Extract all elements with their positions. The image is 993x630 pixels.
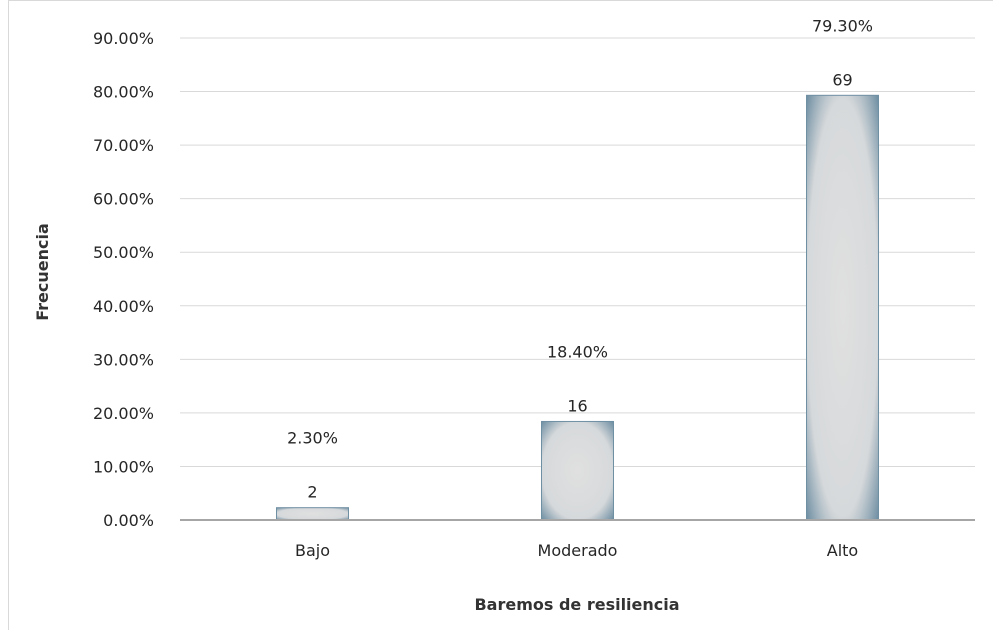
y-tick-label: 90.00% — [93, 29, 154, 48]
y-tick-label: 30.00% — [93, 350, 154, 369]
count-label: 16 — [567, 396, 587, 415]
bar — [541, 420, 614, 521]
y-tick-label: 10.00% — [93, 457, 154, 476]
bar — [276, 507, 349, 521]
x-tick-label: Moderado — [538, 541, 618, 560]
y-tick-label: 40.00% — [93, 297, 154, 316]
y-axis-title: Frecuencia — [33, 223, 52, 321]
y-tick-label: 50.00% — [93, 243, 154, 262]
bar — [806, 94, 879, 521]
y-tick-label: 70.00% — [93, 136, 154, 155]
y-tick-label: 20.00% — [93, 404, 154, 423]
y-tick-label: 80.00% — [93, 83, 154, 102]
x-tick-label: Bajo — [295, 541, 330, 560]
count-label: 2 — [307, 483, 317, 502]
chart-frame — [8, 0, 993, 630]
y-tick-label: 0.00% — [103, 511, 154, 530]
percent-label: 18.40% — [547, 342, 608, 361]
labels: 0.00% 10.00% 20.00% 30.00% 40.00% 50.00% 60.00… — [93, 16, 873, 560]
bars — [276, 94, 879, 521]
percent-label: 2.30% — [287, 429, 338, 448]
y-tick-label: 60.00% — [93, 190, 154, 209]
count-label: 69 — [832, 70, 852, 89]
percent-label: 79.30% — [812, 16, 873, 35]
x-axis-title: Baremos de resiliencia — [474, 595, 679, 614]
x-tick-label: Alto — [827, 541, 858, 560]
